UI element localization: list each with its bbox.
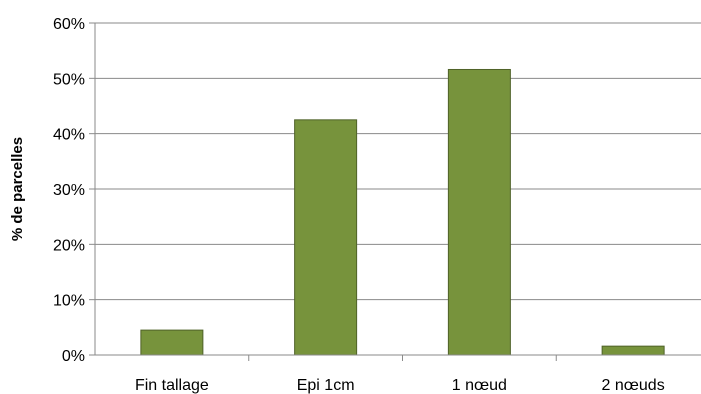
gridlines [95, 22, 701, 301]
bar-2 [447, 68, 511, 356]
y-tick-label: 30% [53, 182, 85, 199]
x-tick-label: Epi 1cm [297, 377, 355, 394]
y-tick-label: 40% [53, 127, 85, 144]
x-axis-ticks: Fin tallage Epi 1cm 1 nœud 2 nœuds [135, 355, 665, 394]
y-axis-ticks: 0% 10% 20% 30% 40% 50% 60% [53, 16, 95, 365]
x-tick-label: 1 nœud [452, 377, 507, 394]
y-tick-label: 60% [53, 16, 85, 33]
bars [140, 68, 665, 356]
y-axis-title: % de parcelles [9, 137, 26, 241]
bar-0 [140, 329, 204, 356]
x-tick-label: 2 nœuds [602, 377, 665, 394]
y-tick-label: 20% [53, 237, 85, 254]
bar-3 [601, 345, 665, 356]
x-tick-label: Fin tallage [135, 377, 209, 394]
bar-1 [294, 119, 358, 356]
y-tick-label: 10% [53, 293, 85, 310]
y-tick-label: 50% [53, 71, 85, 88]
y-tick-label: 0% [62, 348, 85, 365]
